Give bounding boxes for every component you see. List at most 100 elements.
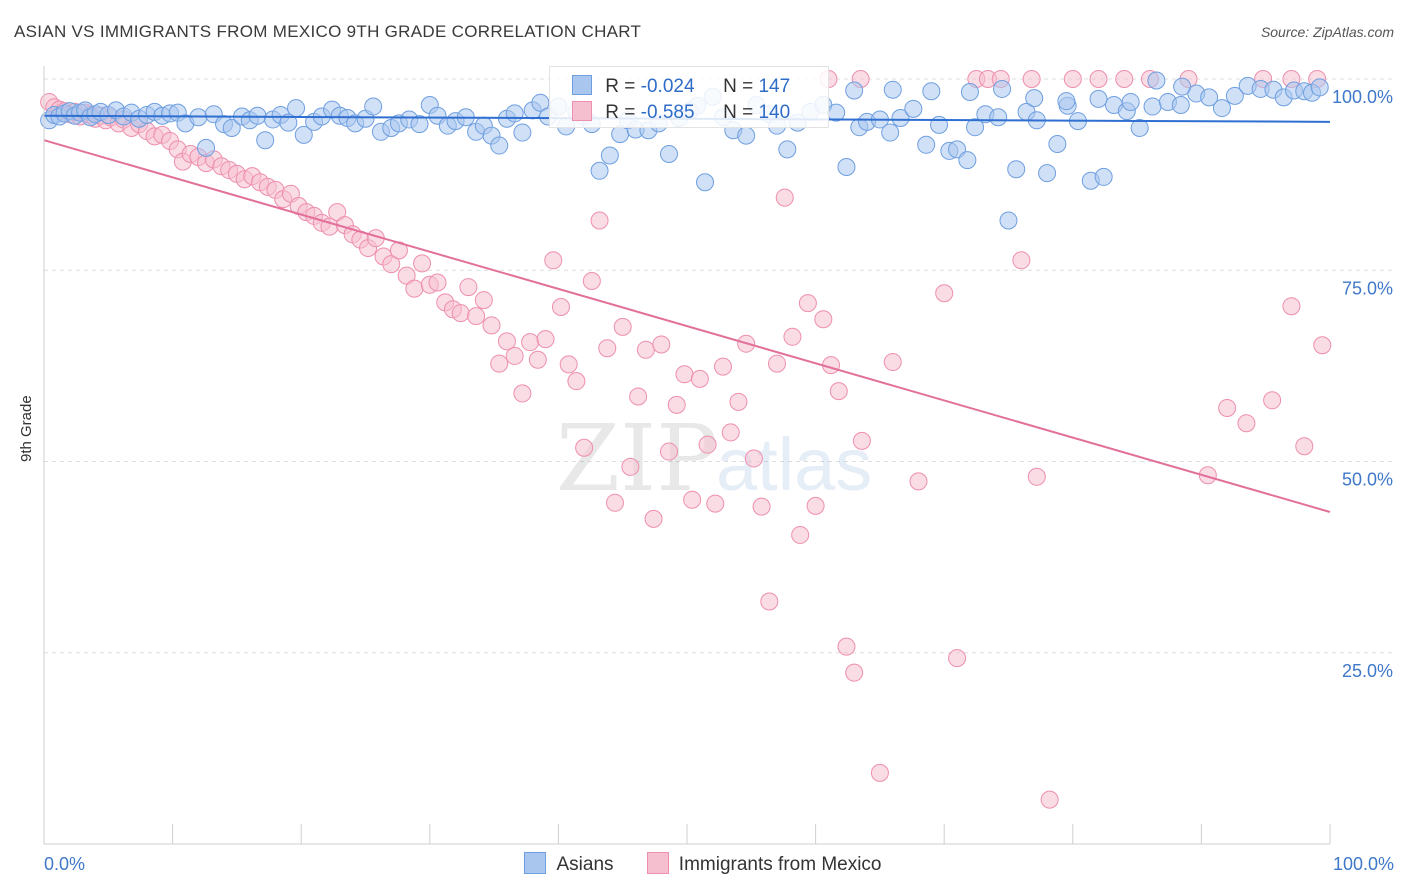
asians-point bbox=[1048, 135, 1067, 154]
mexico-point bbox=[721, 423, 740, 442]
mexico-point bbox=[675, 365, 694, 384]
legend-item-mexico[interactable]: Immigrants from Mexico bbox=[646, 852, 882, 876]
asians-point bbox=[966, 118, 985, 137]
mexico-point bbox=[706, 494, 725, 513]
asians-point bbox=[1038, 164, 1057, 183]
asians-point bbox=[1094, 167, 1113, 186]
asians-point bbox=[1225, 86, 1244, 105]
mexico-point bbox=[760, 592, 779, 611]
mexico-point bbox=[1115, 70, 1134, 88]
mexico-point bbox=[1237, 414, 1256, 433]
asians-point bbox=[845, 81, 864, 100]
mexico-swatch-icon bbox=[572, 101, 592, 121]
watermark-atlas: atlas bbox=[716, 423, 872, 506]
mexico-point bbox=[459, 278, 478, 297]
mexico-point bbox=[482, 316, 501, 335]
mexico-point bbox=[467, 307, 486, 326]
mexico-point bbox=[729, 392, 748, 411]
mexico-point bbox=[690, 369, 709, 388]
mexico-point bbox=[659, 442, 678, 461]
chart-title: ASIAN VS IMMIGRANTS FROM MEXICO 9TH GRAD… bbox=[14, 22, 642, 41]
asians-point bbox=[364, 97, 383, 116]
mexico-point bbox=[1063, 70, 1082, 88]
asians-point bbox=[993, 79, 1012, 98]
mexico-n-label: N = bbox=[723, 102, 759, 123]
x-tick-label-max: 100.0% bbox=[1333, 854, 1394, 874]
legend-item-asians[interactable]: Asians bbox=[524, 852, 614, 876]
asians-point bbox=[904, 99, 923, 118]
mexico-point bbox=[513, 384, 532, 403]
mexico-point bbox=[521, 333, 540, 352]
mexico-point bbox=[629, 387, 648, 406]
mexico-point bbox=[1022, 70, 1041, 88]
mexico-r-label: R = bbox=[605, 102, 641, 123]
mexico-point bbox=[652, 335, 671, 354]
asians-point bbox=[410, 115, 429, 134]
asians-point bbox=[1173, 77, 1192, 96]
asians-point bbox=[883, 80, 902, 99]
mexico-point bbox=[744, 449, 763, 468]
mexico-point bbox=[621, 457, 640, 476]
mexico-point bbox=[505, 346, 524, 365]
mexico-point bbox=[567, 372, 586, 391]
mexico-point bbox=[605, 493, 624, 512]
asians-point bbox=[513, 123, 532, 142]
mexico-point bbox=[590, 211, 609, 230]
asians-point bbox=[659, 144, 678, 163]
mexico-point bbox=[582, 271, 601, 290]
asians-point bbox=[256, 131, 275, 150]
mexico-point bbox=[667, 395, 686, 414]
mexico-point bbox=[845, 663, 864, 682]
x-tick-label-min: 0.0% bbox=[44, 854, 85, 874]
mexico-point bbox=[497, 332, 516, 351]
asians-point bbox=[989, 108, 1008, 127]
mexico-point bbox=[783, 327, 802, 346]
mexico-point bbox=[405, 279, 424, 298]
mexico-point bbox=[852, 431, 871, 450]
y-tick-label: 75.0% bbox=[1342, 278, 1393, 298]
mexico-point bbox=[752, 497, 771, 516]
asians-legend-swatch-icon bbox=[524, 852, 547, 874]
asians-point bbox=[1200, 88, 1219, 107]
legend-label-asians: Asians bbox=[556, 854, 614, 875]
asians-r-label: R = bbox=[605, 76, 641, 97]
asians-point bbox=[287, 99, 306, 118]
mexico-point bbox=[598, 339, 617, 358]
mexico-point bbox=[909, 472, 928, 491]
mexico-point bbox=[806, 496, 825, 515]
mexico-point bbox=[948, 649, 967, 668]
legend-label-mexico: Immigrants from Mexico bbox=[678, 854, 882, 875]
mexico-point bbox=[837, 637, 856, 656]
asians-point bbox=[999, 211, 1018, 230]
y-tick-label: 50.0% bbox=[1342, 470, 1393, 490]
mexico-point bbox=[490, 354, 509, 373]
mexico-point bbox=[1198, 466, 1217, 485]
mexico-point bbox=[1218, 398, 1237, 417]
mexico-point bbox=[559, 355, 578, 374]
asians-point bbox=[837, 157, 856, 176]
mexico-point bbox=[474, 291, 493, 310]
asians-point bbox=[197, 138, 216, 157]
mexico-point bbox=[1295, 437, 1314, 456]
y-tick-label: 25.0% bbox=[1342, 661, 1393, 681]
mexico-point bbox=[683, 490, 702, 509]
mexico-point bbox=[768, 354, 787, 373]
asians-n-label: N = bbox=[723, 76, 759, 97]
grid-lines bbox=[44, 78, 1392, 654]
asians-point bbox=[1057, 92, 1076, 111]
mexico-r-value: -0.585 bbox=[640, 102, 695, 123]
mexico-point bbox=[382, 255, 401, 274]
mexico-point bbox=[714, 357, 733, 376]
mexico-trend-line bbox=[43, 139, 1331, 513]
asians-r-value: -0.024 bbox=[640, 76, 695, 97]
mexico-point bbox=[1027, 467, 1046, 486]
mexico-point bbox=[1012, 251, 1031, 270]
asians-point bbox=[294, 125, 313, 144]
mexico-point bbox=[613, 317, 632, 336]
mexico-point bbox=[870, 763, 889, 782]
asians-point bbox=[958, 151, 977, 170]
asians-point bbox=[600, 146, 619, 165]
mexico-point bbox=[791, 525, 810, 544]
asians-point bbox=[1089, 89, 1108, 108]
